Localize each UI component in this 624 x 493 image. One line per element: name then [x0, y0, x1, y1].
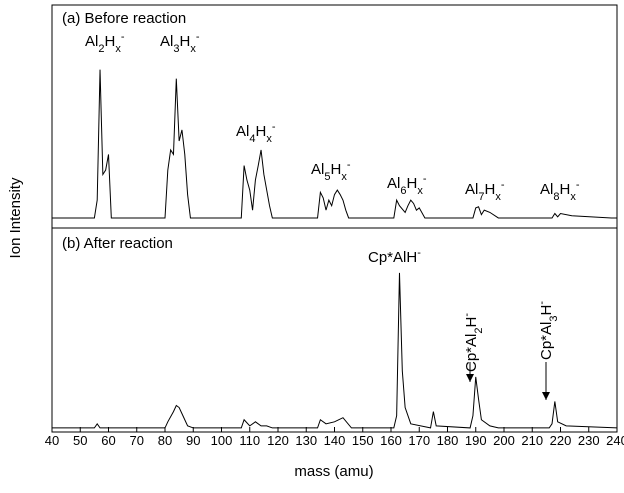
x-tick-label: 170: [408, 433, 430, 448]
spectrum-line: [52, 69, 617, 219]
arrow-head: [542, 392, 550, 400]
label-part: Al: [236, 123, 249, 140]
label-part: -: [417, 247, 421, 259]
x-tick-label: 70: [130, 433, 144, 448]
label-part: Cp*Al: [463, 334, 480, 372]
x-tick-label: 130: [295, 433, 317, 448]
label-part: x: [190, 43, 196, 55]
x-tick-label: 210: [521, 433, 543, 448]
x-tick-label: 150: [352, 433, 374, 448]
label-part: 3: [173, 43, 179, 55]
label-part: 2: [98, 43, 104, 55]
peak-label: Al5Hx-: [311, 159, 351, 183]
peak-label: Al2Hx-: [85, 31, 125, 55]
label-part: Cp*Al: [538, 322, 555, 360]
label-part: Al: [540, 181, 553, 198]
label-part: Al: [311, 161, 324, 178]
x-tick-label: 100: [211, 433, 233, 448]
label-part: x: [341, 171, 347, 183]
peak-label: Cp*Al2H-: [461, 313, 485, 372]
label-part: H: [538, 305, 555, 316]
label-part: -: [347, 159, 351, 171]
x-tick-label: 90: [186, 433, 200, 448]
x-tick-label: 50: [73, 433, 87, 448]
x-tick-label: 230: [578, 433, 600, 448]
peak-label: Al4Hx-: [236, 121, 276, 145]
peak-label: Al8Hx-: [540, 179, 580, 203]
label-part: 5: [324, 171, 330, 183]
label-part: 2: [473, 328, 485, 334]
x-tick-label: 240: [606, 433, 624, 448]
x-tick-label: 80: [158, 433, 172, 448]
label-part: -: [196, 31, 200, 43]
label-part: -: [536, 301, 548, 305]
x-tick-label: 200: [493, 433, 515, 448]
panel-label: (b) After reaction: [62, 235, 173, 252]
label-part: H: [463, 317, 480, 328]
peak-label: Al7Hx-: [465, 179, 505, 203]
label-part: Al: [465, 181, 478, 198]
x-tick-label: 40: [45, 433, 59, 448]
peak-label: Cp*AlH-: [368, 247, 421, 266]
label-part: 4: [249, 133, 255, 145]
label-part: x: [115, 43, 121, 55]
label-part: Al: [387, 175, 400, 192]
spectrum-line: [52, 272, 618, 429]
label-part: H: [179, 33, 190, 50]
panel-label: (a) Before reaction: [62, 10, 186, 27]
arrow-head: [466, 374, 474, 382]
x-axis-label: mass (amu): [294, 463, 373, 480]
label-part: -: [423, 173, 427, 185]
x-tick-label: 190: [465, 433, 487, 448]
x-tick-label: 140: [324, 433, 346, 448]
label-part: -: [121, 31, 125, 43]
label-part: 3: [548, 316, 560, 322]
label-part: Cp*AlH: [368, 249, 417, 266]
label-part: Al: [85, 33, 98, 50]
label-part: x: [266, 133, 272, 145]
peak-label: Cp*Al3H-: [536, 301, 560, 360]
label-part: 6: [400, 185, 406, 197]
label-part: 7: [478, 191, 484, 203]
label-part: -: [576, 179, 580, 191]
frame: [51, 4, 618, 433]
peak-label: Al6Hx-: [387, 173, 427, 197]
label-part: H: [406, 175, 417, 192]
peak-label: Al3Hx-: [160, 31, 200, 55]
x-tick-label: 180: [437, 433, 459, 448]
label-part: x: [570, 191, 576, 203]
label-part: Al: [160, 33, 173, 50]
label-part: H: [559, 181, 570, 198]
label-part: -: [272, 121, 276, 133]
label-part: -: [461, 313, 473, 317]
label-part: H: [104, 33, 115, 50]
x-tick-label: 110: [239, 433, 260, 448]
x-tick-label: 220: [550, 433, 572, 448]
label-part: 8: [553, 191, 559, 203]
y-axis-label: Ion Intensity: [7, 177, 24, 258]
label-part: -: [501, 179, 505, 191]
x-tick-label: 60: [101, 433, 115, 448]
label-part: H: [484, 181, 495, 198]
label-part: x: [495, 191, 501, 203]
x-tick-label: 120: [267, 433, 289, 448]
x-tick-label: 160: [380, 433, 402, 448]
label-part: x: [417, 185, 423, 197]
label-part: H: [330, 161, 341, 178]
label-part: H: [255, 123, 266, 140]
